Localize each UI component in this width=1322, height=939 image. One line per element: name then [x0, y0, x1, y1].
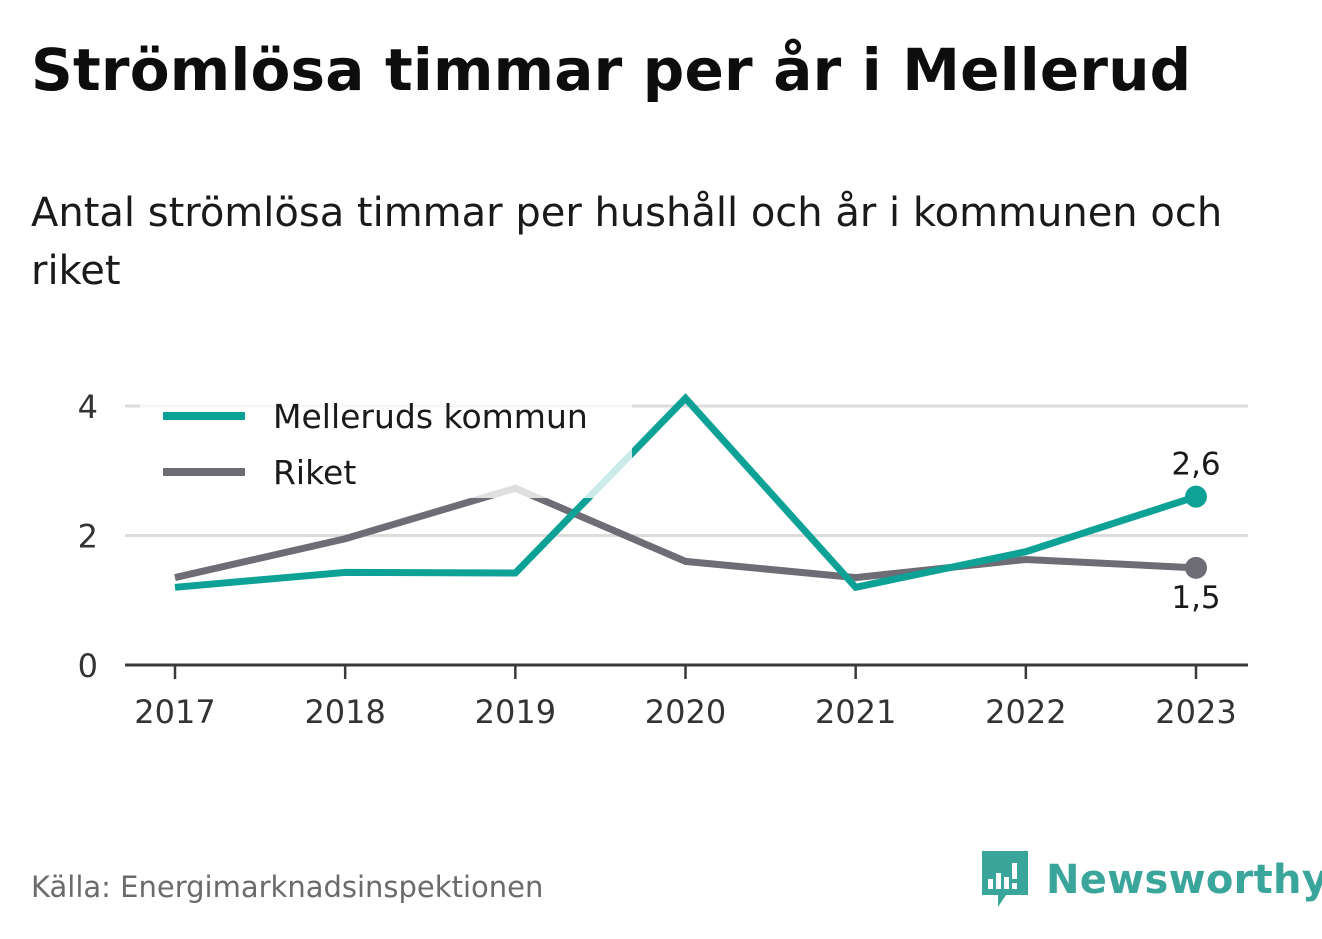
y-tick-label: 4	[78, 388, 98, 426]
x-tick-label: 2017	[134, 693, 215, 731]
series-lines	[174, 393, 1198, 592]
x-tick-label: 2018	[304, 693, 385, 731]
end-value-label: 2,6	[1171, 447, 1220, 483]
axes: 0 2 4 2017 2018 2019 2020 2021 2022 2023	[78, 388, 1248, 731]
bar-chart-speech-bubble-icon	[982, 851, 1028, 907]
x-tick-label: 2022	[985, 693, 1066, 731]
brand-name: Newsworthy	[1046, 857, 1322, 903]
x-tick-label: 2019	[475, 693, 556, 731]
legend-background	[140, 388, 632, 498]
x-tick-label: 2020	[645, 693, 726, 731]
end-marker	[1185, 556, 1207, 579]
chart-subtitle: Antal strömlösa timmar per hushåll och å…	[31, 190, 1223, 294]
brand-logo: Newsworthy	[980, 848, 1322, 912]
x-tick-label: 2021	[815, 693, 896, 731]
series-line-melleruds-kommun	[174, 393, 1198, 592]
source-note: Källa: Energimarknadsinspektionen	[31, 870, 544, 904]
end-value-label: 1,5	[1171, 580, 1220, 616]
end-markers: 2,6 1,5	[1171, 447, 1220, 616]
y-tick-label: 2	[78, 518, 98, 556]
legend-label: Melleruds kommun	[273, 397, 588, 436]
legend: Melleruds kommun Riket	[140, 388, 632, 498]
legend-label: Riket	[273, 453, 356, 492]
chart-title: Strömlösa timmar per år i Mellerud	[31, 36, 1192, 104]
series-line-riket	[174, 484, 1197, 582]
x-tick-label: 2023	[1155, 693, 1236, 731]
end-marker	[1185, 485, 1207, 508]
y-tick-label: 0	[78, 647, 98, 685]
